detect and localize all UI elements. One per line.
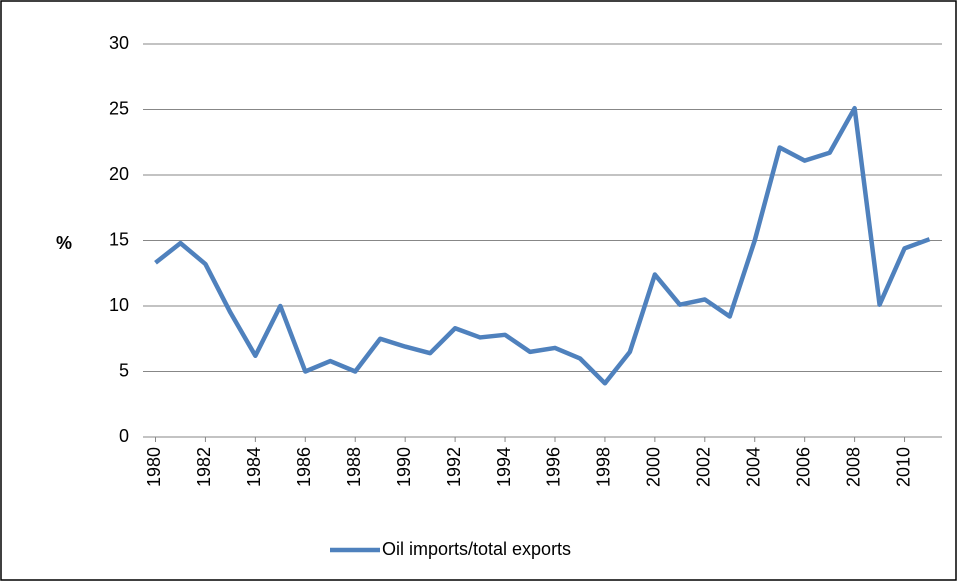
y-axis-label: % bbox=[56, 233, 72, 253]
legend-label: Oil imports/total exports bbox=[382, 539, 571, 559]
x-tick-label: 2008 bbox=[843, 447, 863, 487]
x-tick-label: 2002 bbox=[694, 447, 714, 487]
x-tick-label: 2000 bbox=[644, 447, 664, 487]
x-tick-label: 1998 bbox=[594, 447, 614, 487]
x-tick-label: 1980 bbox=[144, 447, 164, 487]
x-tick-label: 2004 bbox=[743, 447, 763, 487]
x-tick-label: 1988 bbox=[344, 447, 364, 487]
x-tick-label: 2006 bbox=[793, 447, 813, 487]
y-tick-label: 20 bbox=[109, 164, 129, 184]
x-tick-label: 1992 bbox=[444, 447, 464, 487]
y-tick-label: 15 bbox=[109, 229, 129, 249]
x-tick-label: 1986 bbox=[294, 447, 314, 487]
y-tick-label: 0 bbox=[119, 426, 129, 446]
x-tick-label: 2010 bbox=[893, 447, 913, 487]
x-tick-label: 1996 bbox=[544, 447, 564, 487]
data-line bbox=[154, 105, 931, 386]
x-tick-label: 1982 bbox=[194, 447, 214, 487]
x-tick-label: 1994 bbox=[494, 447, 514, 487]
y-tick-label: 25 bbox=[109, 98, 129, 118]
y-tick-label: 10 bbox=[109, 295, 129, 315]
x-tick-label: 1990 bbox=[394, 447, 414, 487]
y-tick-label: 5 bbox=[119, 360, 129, 380]
y-tick-label: 30 bbox=[109, 33, 129, 53]
x-tick-label: 1984 bbox=[244, 447, 264, 487]
